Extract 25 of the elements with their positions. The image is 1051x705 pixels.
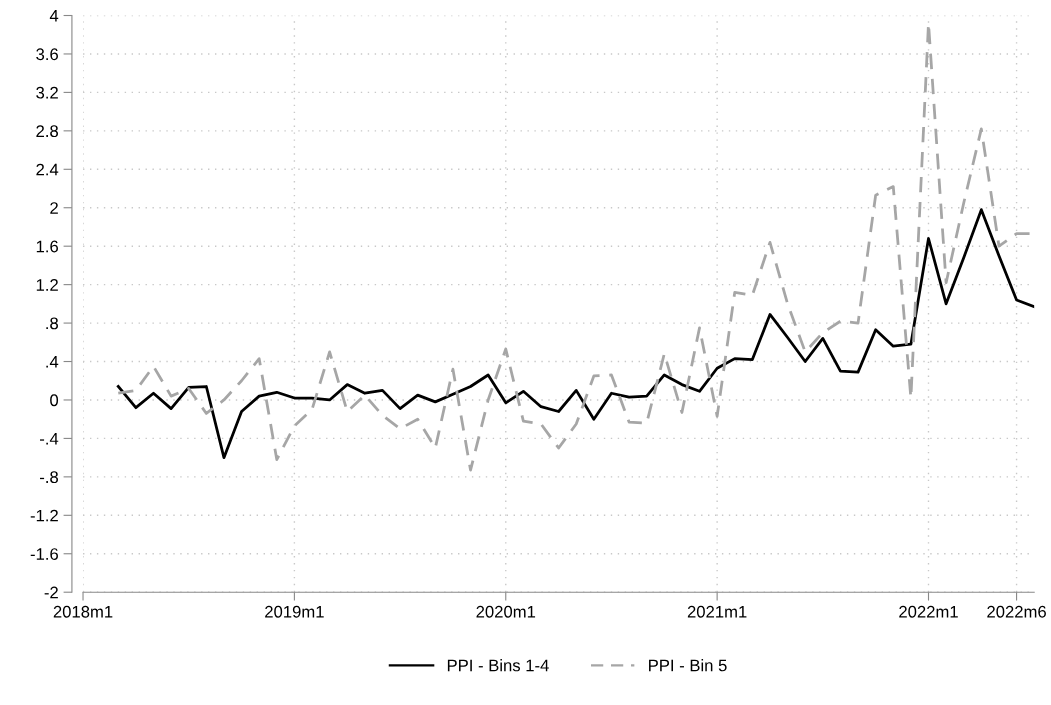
y-tick-label: 1.2 bbox=[36, 279, 58, 291]
y-tick-label: 2 bbox=[50, 202, 58, 214]
x-tick-label: 2022m6 bbox=[987, 605, 1046, 618]
y-tick-label: 4 bbox=[49, 10, 59, 22]
x-tick-label: 2018m1 bbox=[53, 605, 113, 618]
x-tick-label: 2019m1 bbox=[265, 605, 324, 618]
y-tick-label: -1.2 bbox=[30, 509, 58, 522]
y-tick-label: .4 bbox=[46, 356, 59, 368]
y-tick-label: 2.4 bbox=[36, 163, 59, 176]
y-tick-label: 2.8 bbox=[36, 125, 58, 138]
y-tick-label: 1.6 bbox=[36, 240, 58, 253]
line-series bbox=[116, 208, 1035, 460]
y-tick-label: 3.6 bbox=[36, 48, 58, 61]
y-tick-label: -.8 bbox=[40, 471, 58, 484]
y-tick-label: 3.2 bbox=[36, 86, 58, 99]
y-tick-label: .8 bbox=[46, 317, 58, 330]
y-tick-label: -.4 bbox=[40, 432, 59, 445]
x-tick-label: 2022m1 bbox=[899, 605, 958, 618]
legend-label: PPI - Bin 5 bbox=[649, 659, 727, 672]
x-tick-label: 2020m1 bbox=[476, 605, 536, 618]
x-tick-label: 2021m1 bbox=[687, 605, 747, 618]
y-tick-label: -2 bbox=[44, 586, 58, 599]
y-tick-label: -1.6 bbox=[30, 548, 58, 560]
y-tick-label: 0 bbox=[50, 394, 59, 407]
legend-label: PPI - Bins 1-4 bbox=[447, 659, 549, 672]
